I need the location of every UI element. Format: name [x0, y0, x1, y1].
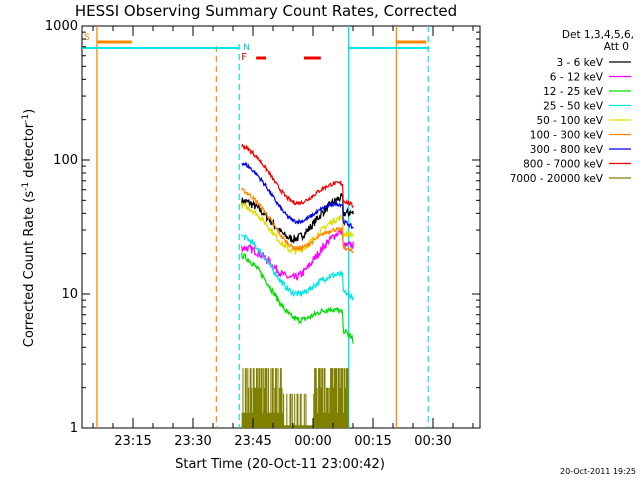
legend-label-3: 25 - 50 keV [543, 101, 604, 113]
series-line-3 [241, 233, 354, 301]
y-tick-label-2: 100 [53, 153, 78, 168]
plot-area [81, 25, 481, 429]
legend-label-2: 12 - 25 keV [543, 86, 604, 98]
y-tick-label-1: 10 [61, 287, 78, 302]
y-axis-label-text: Corrected Count Rate (s [22, 191, 37, 348]
y-axis-label-exp1: -1 [21, 182, 31, 191]
x-tick-label-4: 00:15 [354, 434, 391, 449]
series-line-7 [241, 143, 354, 209]
series-line-5 [241, 187, 354, 254]
y-axis-label: Corrected Count Rate (s-1 detector-1) [21, 109, 37, 347]
flag-label-n: N [243, 43, 250, 53]
legend-label-7: 800 - 7000 keV [523, 159, 604, 171]
x-tick-label-1: 23:30 [174, 434, 211, 449]
ticks-layer: 1 10 100 1000 23:15 23:30 23:45 00:00 00:15 00:30 [45, 19, 480, 449]
x-axis-label: Start Time (20-Oct-11 23:00:42) [175, 457, 385, 472]
y-axis-label-mid: detector [22, 122, 37, 182]
data-layer: NF S [82, 26, 429, 428]
legend-label-0: 3 - 6 keV [556, 57, 603, 69]
series-line-0 [241, 192, 354, 244]
chart-title: HESSI Observing Summary Count Rates, Cor… [75, 2, 457, 20]
y-tick-label-0: 1 [70, 421, 78, 436]
legend-label-4: 50 - 100 keV [536, 115, 603, 127]
flag-label-s: S [84, 33, 90, 43]
series-line-6 [241, 161, 354, 230]
x-tick-label-2: 23:45 [234, 434, 271, 449]
x-tick-label-3: 00:00 [294, 434, 331, 449]
legend: Det 1,3,4,5,6,Att 03 - 6 keV 6 - 12 keV 12… [510, 29, 634, 185]
x-tick-label-5: 00:30 [414, 434, 451, 449]
legend-label-1: 6 - 12 keV [550, 72, 604, 84]
flag-label-f: F [241, 52, 247, 63]
legend-label-6: 300 - 800 keV [530, 144, 604, 156]
legend-header-line-1: Det 1,3,4,5,6, [562, 29, 634, 41]
y-axis-label-exp2: -1 [21, 114, 31, 123]
legend-header-line-2: Att 0 [604, 41, 629, 53]
series-line-1 [241, 227, 354, 281]
series-line-2 [241, 252, 354, 344]
footer-timestamp: 20-Oct-2011 19:25 [560, 467, 636, 476]
x-tick-label-0: 23:15 [114, 434, 151, 449]
y-axis-label-close: ) [22, 109, 37, 114]
y-tick-label-3: 1000 [45, 19, 78, 34]
legend-label-5: 100 - 300 keV [530, 130, 604, 142]
legend-label-8: 7000 - 20000 keV [510, 173, 604, 185]
